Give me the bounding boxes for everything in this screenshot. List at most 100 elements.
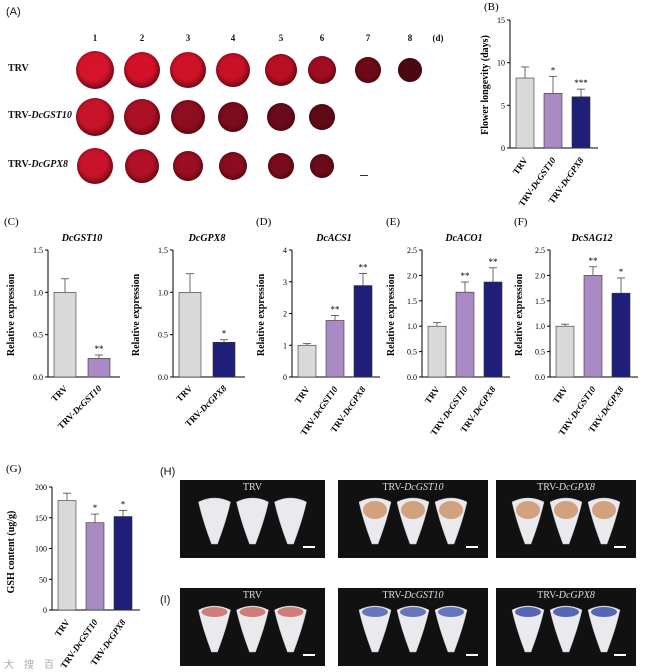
bar-trv-dcgpx8 — [571, 96, 591, 149]
petal-photo-3: TRV-DcGPX8 — [496, 588, 636, 666]
y-tick-label: 100 — [35, 545, 47, 554]
carnation-flower-photo — [76, 51, 114, 89]
petal-drawing — [511, 605, 621, 653]
blue-stain — [515, 607, 541, 617]
row-label-1: TRV — [8, 63, 29, 74]
carnation-flower-photo — [124, 99, 160, 135]
x-tick-label: TRV — [511, 155, 530, 176]
blue-stain — [400, 607, 426, 617]
petal-photo-3: TRV-DcGPX8 — [496, 480, 636, 558]
significance-marker: ** — [95, 344, 105, 354]
petal — [434, 605, 468, 653]
y-tick-label: 2.0 — [407, 271, 417, 280]
scale-bar — [466, 546, 478, 548]
petal-photo-label: TRV — [242, 482, 263, 493]
row-label-3: TRV-DcGPX8 — [8, 159, 69, 170]
scale-bar — [466, 654, 478, 656]
chart-e-dcaco1-expression: (E) DcACO1 Relative expression 0.0 0.5 1.0 1.5… — [386, 216, 510, 437]
petal — [511, 605, 545, 653]
row-label-2: TRV-DcGST10 — [8, 110, 72, 121]
petal-drawing — [511, 497, 621, 545]
y-tick-label: 15 — [497, 16, 505, 25]
bar-trv-dcgpx8 — [353, 285, 373, 378]
chart-b-flower-longevity: (B)Flower longevity (days)051015TRV*TRV-… — [480, 1, 598, 208]
y-tick-label: 1.0 — [158, 288, 168, 297]
y-tick-label: 50 — [39, 575, 47, 584]
brown-stain — [516, 501, 540, 519]
bar-trv-dcgpx8 — [212, 341, 236, 378]
petal-photo-label: TRV-DcGPX8 — [537, 590, 595, 601]
y-axis-label: Flower longevity (days) — [480, 35, 491, 135]
y-tick-label: 0 — [501, 144, 505, 153]
day-label-3: 3 — [185, 33, 191, 43]
blue-stain — [201, 607, 228, 617]
petal-drawing — [358, 605, 468, 653]
bar-trv — [427, 325, 447, 378]
chart-c-dcgpx8-expression: DcGPX8 Relative expression 0.0 0.5 1.0 1.5 TRV… — [131, 233, 245, 429]
petal — [198, 497, 231, 545]
y-tick-label: 150 — [35, 514, 47, 523]
blue-stain — [438, 607, 464, 617]
carnation-flower-photo — [268, 153, 294, 179]
y-tick-label: 0.0 — [535, 373, 545, 382]
y-tick-label: 1.5 — [158, 246, 168, 255]
y-tick-label: 0.5 — [407, 348, 417, 357]
chart-title: DcACO1 — [444, 233, 482, 244]
day-unit-label: (d) — [432, 33, 444, 43]
petal — [274, 605, 307, 653]
petal-photo-1: TRV — [180, 588, 325, 666]
day-label-5: 5 — [278, 33, 284, 43]
carnation-flower-photo — [310, 154, 334, 178]
carnation-flower-photo — [398, 58, 422, 82]
petal — [358, 605, 392, 653]
carnation-flower-photo — [125, 149, 159, 183]
panel-h-label: (H) — [160, 466, 176, 478]
significance-marker: ** — [359, 262, 369, 272]
significance-marker: * — [93, 503, 98, 513]
day-label-1: 1 — [92, 33, 98, 43]
y-tick-label: 200 — [35, 483, 47, 492]
chart-title: DcACS1 — [315, 233, 352, 244]
y-axis-label: Relative expression — [131, 273, 142, 356]
carnation-flower-photo — [76, 98, 114, 136]
petal-photo-label: TRV — [242, 590, 263, 601]
y-axis-label: Relative expression — [386, 273, 397, 356]
blue-stain — [591, 607, 617, 617]
panel-g-label: (G) — [6, 463, 22, 475]
chart-title: DcGPX8 — [188, 233, 226, 244]
bar-trv-dcgst10 — [85, 522, 105, 611]
panel-f-label: (F) — [514, 216, 528, 228]
y-tick-label: 1.5 — [535, 297, 545, 306]
y-tick-label: 1.0 — [407, 322, 417, 331]
brown-stain — [439, 501, 463, 519]
y-tick-label: 2.5 — [407, 246, 417, 255]
scale-bar — [614, 546, 626, 548]
significance-marker: ** — [461, 271, 471, 281]
brown-stain — [554, 501, 578, 519]
carnation-flower-photo — [77, 148, 113, 184]
carnation-flower-photo — [355, 57, 381, 83]
petal-photo-2: TRV-DcGST10 — [338, 588, 488, 666]
x-tick-label: TRV — [49, 383, 70, 404]
y-tick-label: 0.0 — [407, 373, 417, 382]
carnation-flower-photo — [171, 100, 205, 134]
bar-trv-dcgst10 — [87, 358, 111, 378]
petal-photo-2: TRV-DcGST10 — [338, 480, 488, 558]
x-tick-label: TRV — [551, 384, 570, 405]
chart-title: DcSAG12 — [570, 233, 612, 244]
carnation-flower-photo — [216, 53, 250, 87]
petal — [396, 605, 430, 653]
chart-g-gsh-content: (G)GSH content (ug/g)050100150200TRV*TRV… — [6, 463, 140, 670]
petal-drawing — [358, 497, 468, 545]
y-tick-label: 3 — [283, 278, 287, 287]
petal — [587, 605, 621, 653]
x-tick-label: TRV — [174, 383, 195, 404]
carnation-flower-photo — [309, 104, 335, 130]
y-axis-label: GSH content (ug/g) — [6, 511, 17, 594]
x-tick-label: TRV — [293, 384, 312, 405]
y-tick-label: 1.0 — [33, 288, 43, 297]
brown-stain — [363, 501, 387, 519]
petal — [236, 605, 269, 653]
y-tick-label: 1.0 — [535, 322, 545, 331]
